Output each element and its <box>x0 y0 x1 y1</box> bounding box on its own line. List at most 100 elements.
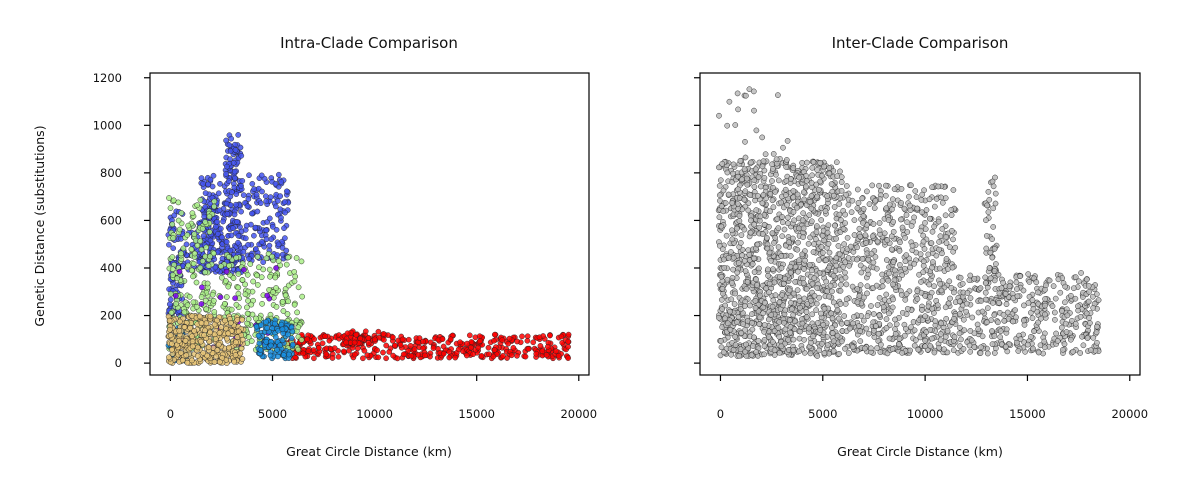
data-point <box>754 193 761 199</box>
data-point <box>937 331 944 337</box>
data-point <box>889 196 896 203</box>
data-point <box>232 352 239 358</box>
data-point <box>741 196 748 203</box>
x-tick-label: 5000 <box>808 407 837 421</box>
data-point <box>283 247 290 254</box>
data-point <box>221 300 228 307</box>
data-point <box>949 264 956 271</box>
data-point <box>219 234 225 241</box>
data-point <box>293 317 300 324</box>
data-point <box>794 246 801 253</box>
data-point <box>890 281 896 288</box>
data-point <box>258 322 264 328</box>
data-point <box>787 263 794 270</box>
data-point <box>415 351 422 358</box>
data-point <box>235 290 242 297</box>
data-point <box>211 359 218 365</box>
data-point <box>802 257 808 264</box>
data-point <box>1029 315 1036 321</box>
data-point <box>903 291 910 297</box>
data-point <box>169 272 176 278</box>
data-point <box>291 278 298 285</box>
data-point <box>806 262 813 268</box>
data-point <box>902 296 909 303</box>
data-point <box>506 335 513 342</box>
data-point <box>902 234 908 241</box>
data-point <box>293 255 300 261</box>
data-point <box>829 330 836 337</box>
data-point <box>1002 343 1009 350</box>
data-point <box>1078 270 1084 276</box>
data-point <box>735 314 742 320</box>
data-point <box>555 352 562 359</box>
data-point <box>719 160 726 167</box>
data-point <box>991 268 998 274</box>
data-point <box>1041 344 1048 351</box>
data-point <box>803 314 810 320</box>
data-point <box>399 336 406 343</box>
data-point <box>278 179 285 185</box>
data-point <box>992 190 999 197</box>
data-point <box>742 154 749 161</box>
data-point <box>233 301 240 308</box>
data-point <box>832 222 838 229</box>
data-point <box>989 178 996 185</box>
data-point <box>249 180 256 187</box>
data-point <box>805 240 812 247</box>
data-point <box>904 305 911 312</box>
data-point <box>745 247 752 253</box>
data-point <box>801 266 807 272</box>
data-point <box>769 161 775 168</box>
data-point <box>847 243 854 250</box>
data-point <box>871 205 878 211</box>
data-point <box>241 266 247 273</box>
data-point <box>821 305 828 312</box>
data-point <box>931 283 937 290</box>
data-point <box>822 208 829 214</box>
data-point <box>891 267 898 274</box>
data-point <box>246 255 252 262</box>
data-point <box>803 177 810 184</box>
data-point <box>200 350 207 356</box>
data-point <box>876 182 882 189</box>
data-point <box>721 264 728 271</box>
data-point <box>989 328 995 334</box>
data-point <box>779 219 786 226</box>
data-point <box>828 310 835 317</box>
data-point <box>729 236 736 243</box>
data-point <box>817 327 824 333</box>
data-point <box>757 213 764 220</box>
data-point <box>720 349 727 356</box>
data-point <box>990 300 996 306</box>
data-point <box>1080 342 1087 349</box>
data-point <box>204 280 211 287</box>
data-point <box>958 336 964 343</box>
data-point <box>440 343 447 350</box>
data-point <box>935 183 942 190</box>
data-point <box>845 201 852 208</box>
data-point <box>985 209 992 215</box>
data-point <box>719 306 726 312</box>
data-point <box>997 334 1004 340</box>
data-point <box>729 227 735 234</box>
data-point <box>765 334 772 340</box>
data-point <box>766 280 773 287</box>
data-point <box>505 340 511 347</box>
data-point <box>223 200 230 207</box>
data-point <box>770 151 777 157</box>
data-point <box>1001 317 1008 324</box>
data-point <box>252 224 259 231</box>
data-point <box>763 285 770 292</box>
data-point <box>901 332 908 339</box>
x-tick-label: 20000 <box>1111 407 1148 421</box>
data-point <box>1049 303 1056 310</box>
data-point <box>983 233 990 239</box>
data-point <box>486 351 492 358</box>
data-point <box>800 189 807 196</box>
data-point <box>931 203 938 210</box>
data-point <box>300 350 307 357</box>
y-tick-label: 1000 <box>93 118 122 132</box>
data-point <box>754 241 761 248</box>
data-point <box>295 284 302 291</box>
data-point <box>743 341 749 348</box>
